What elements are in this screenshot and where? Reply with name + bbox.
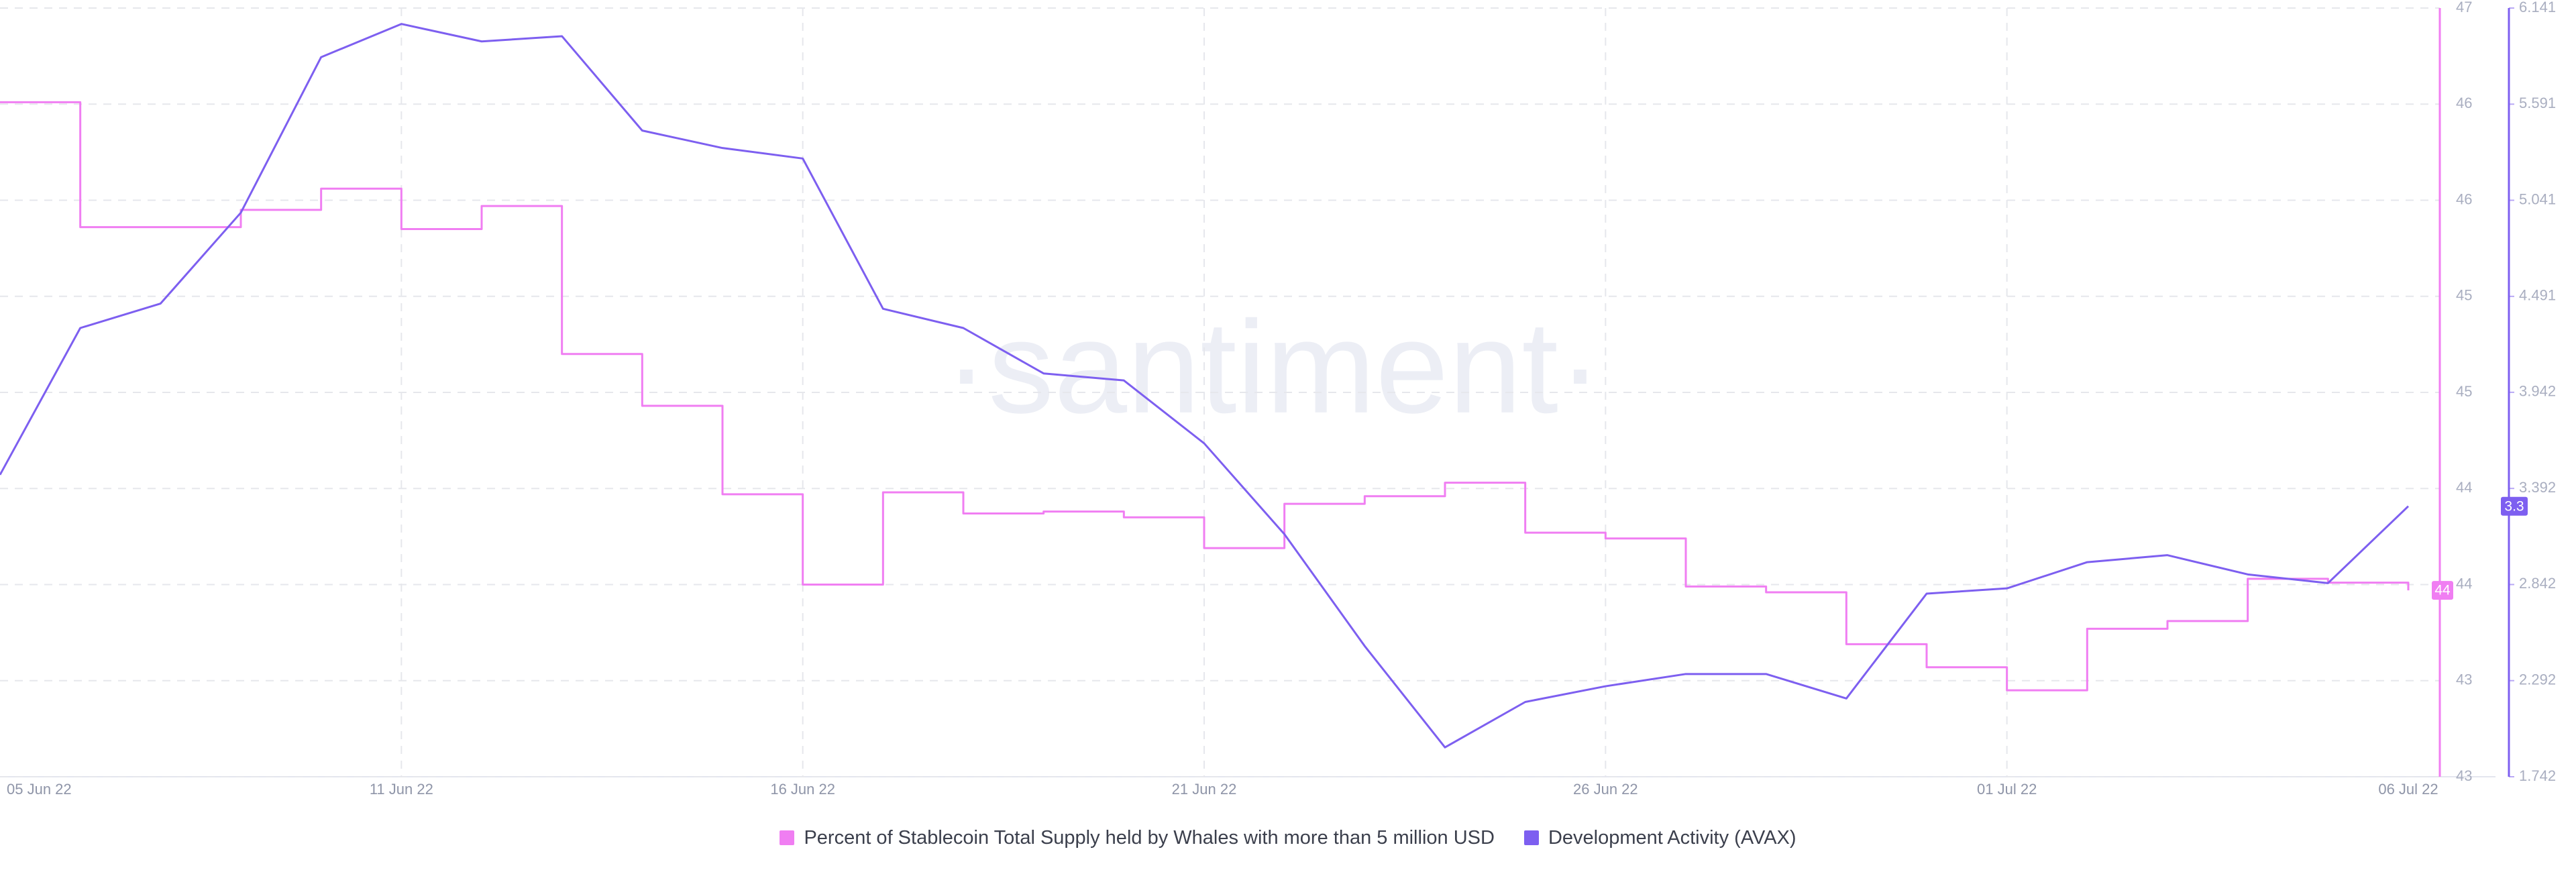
last-value-label: 44 (2434, 583, 2451, 598)
x-tick-label: 16 Jun 22 (770, 781, 835, 798)
legend-item[interactable]: Percent of Stablecoin Total Supply held … (780, 827, 1495, 849)
y-tick-label: 43 (2456, 671, 2472, 688)
y2-tick-label: 6.141 (2519, 0, 2556, 15)
y2-tick-label: 5.591 (2519, 95, 2556, 111)
chart: ·santiment· 05 Jun 22 11 Jun 22 16 Jun 22 2… (0, 0, 2556, 798)
y2-tick-label: 2.292 (2519, 671, 2556, 688)
legend: Percent of Stablecoin Total Supply held … (0, 822, 2576, 853)
legend-label: Percent of Stablecoin Total Supply held … (804, 826, 1495, 849)
x-tick-label: 11 Jun 22 (370, 781, 433, 798)
y-tick-label: 43 (2456, 767, 2472, 784)
y-tick-label: 47 (2456, 0, 2472, 15)
legend-item[interactable]: Development Activity (AVAX) (1523, 826, 1796, 849)
y2-tick-label: 5.041 (2519, 190, 2556, 207)
y2-tick-label: 4.491 (2519, 287, 2556, 304)
y2-tick-label: 1.742 (2519, 767, 2556, 784)
y2-tick-label: 2.842 (2519, 575, 2556, 592)
watermark: ·santiment· (945, 294, 1602, 441)
x-tick-label: 05 Jun 22 (7, 781, 72, 798)
last-value-pill (2501, 496, 2528, 516)
x-tick-label: 21 Jun 22 (1172, 781, 1237, 798)
y2-tick-label: 3.942 (2519, 383, 2556, 400)
legend-swatch (1523, 830, 1539, 845)
y-tick-label: 46 (2456, 95, 2472, 111)
y-tick-label: 45 (2456, 383, 2472, 400)
x-tick-label: 06 Jul 22 (2378, 781, 2438, 798)
y-tick-label: 44 (2456, 575, 2472, 592)
series-line (0, 23, 2410, 749)
y-tick-label: 45 (2456, 287, 2472, 304)
y-tick-label: 44 (2456, 479, 2472, 496)
last-value-pill (2432, 581, 2453, 600)
y-tick-label: 46 (2456, 190, 2472, 207)
x-tick-label: 01 Jul 22 (1977, 781, 2037, 798)
series-line (0, 101, 2410, 692)
legend-label: Development Activity (AVAX) (1548, 826, 1796, 849)
x-tick-label: 26 Jun 22 (1573, 781, 1638, 798)
y2-tick-label: 3.392 (2519, 479, 2556, 496)
legend-swatch (780, 830, 795, 845)
last-value-label: 3.3 (2504, 498, 2524, 514)
